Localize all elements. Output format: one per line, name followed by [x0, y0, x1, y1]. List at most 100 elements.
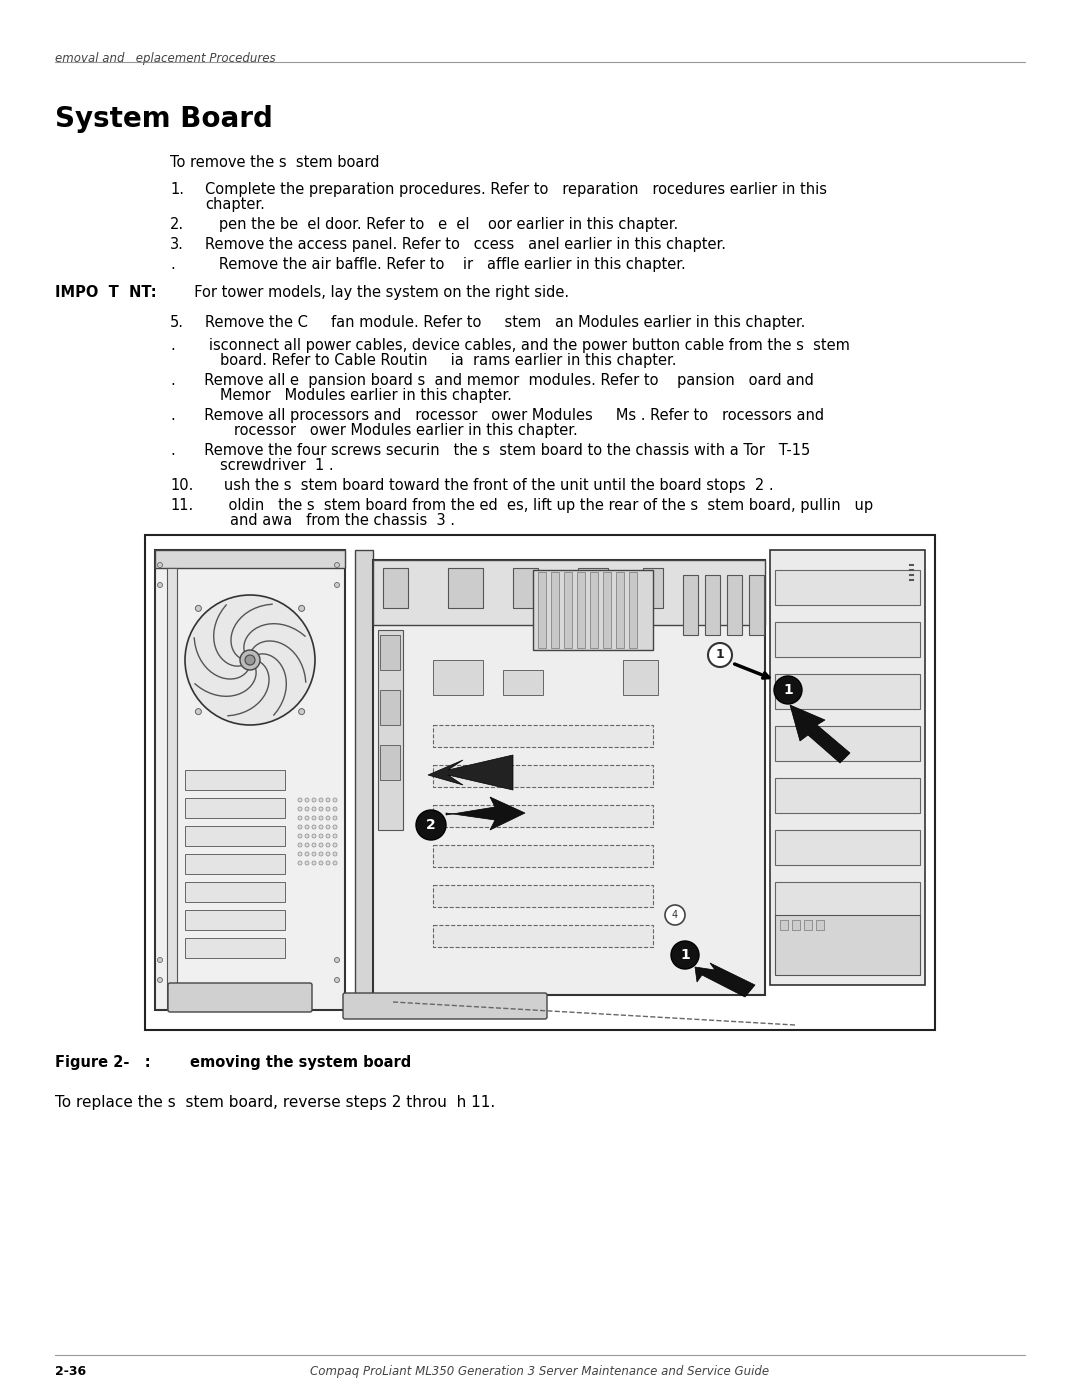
- Circle shape: [335, 583, 339, 588]
- Text: .: .: [170, 443, 175, 458]
- Text: 11.: 11.: [170, 497, 193, 513]
- Circle shape: [335, 978, 339, 982]
- Text: Remove the access panel. Refer to   ccess   anel earlier in this chapter.: Remove the access panel. Refer to ccess …: [205, 237, 726, 251]
- Text: 10.: 10.: [170, 478, 193, 493]
- Text: chapter.: chapter.: [205, 197, 265, 212]
- Circle shape: [298, 816, 302, 820]
- Bar: [578, 569, 608, 608]
- Text: screwdriver  1 .: screwdriver 1 .: [220, 458, 334, 474]
- Circle shape: [245, 655, 255, 665]
- Circle shape: [312, 852, 316, 856]
- Bar: [185, 854, 285, 875]
- Bar: [373, 560, 765, 624]
- Bar: [564, 571, 572, 648]
- Bar: [380, 690, 400, 725]
- Circle shape: [298, 798, 302, 802]
- Bar: [727, 576, 742, 636]
- Text: board. Refer to Cable Routin     ia  rams earlier in this chapter.: board. Refer to Cable Routin ia rams ear…: [220, 353, 676, 367]
- Bar: [448, 569, 483, 608]
- Bar: [705, 576, 720, 636]
- Circle shape: [305, 798, 309, 802]
- Text: To replace the s  stem board, reverse steps 2 throu  h 11.: To replace the s stem board, reverse ste…: [55, 1095, 496, 1111]
- Circle shape: [665, 905, 685, 925]
- Text: 1: 1: [680, 949, 690, 963]
- Text: Figure 2-   :: Figure 2- :: [55, 1055, 176, 1070]
- Circle shape: [312, 816, 316, 820]
- Circle shape: [774, 676, 802, 704]
- FancyBboxPatch shape: [168, 983, 312, 1011]
- Bar: [775, 570, 920, 605]
- Text: Compaq ProLiant ML350 Generation 3 Server Maintenance and Service Guide: Compaq ProLiant ML350 Generation 3 Serve…: [310, 1365, 770, 1377]
- Circle shape: [335, 957, 339, 963]
- Bar: [433, 886, 653, 907]
- Text: 1.: 1.: [170, 182, 184, 197]
- Circle shape: [335, 563, 339, 567]
- Bar: [775, 830, 920, 865]
- Text: 4: 4: [672, 909, 678, 921]
- Bar: [616, 571, 624, 648]
- Text: emoval and   eplacement Procedures: emoval and eplacement Procedures: [55, 52, 275, 66]
- Text: 3.: 3.: [170, 237, 184, 251]
- Text: IMPO  T  NT:: IMPO T NT:: [55, 285, 157, 300]
- Bar: [513, 569, 538, 608]
- Text: Remove the four screws securin   the s  stem board to the chassis with a Tor   T: Remove the four screws securin the s ste…: [195, 443, 810, 458]
- Circle shape: [333, 807, 337, 812]
- Text: For tower models, lay the system on the right side.: For tower models, lay the system on the …: [185, 285, 569, 300]
- Polygon shape: [428, 754, 513, 789]
- Circle shape: [185, 595, 315, 725]
- Bar: [775, 726, 920, 761]
- Bar: [577, 571, 585, 648]
- Polygon shape: [789, 705, 850, 763]
- Bar: [433, 805, 653, 827]
- Circle shape: [195, 708, 201, 715]
- Circle shape: [333, 852, 337, 856]
- Circle shape: [333, 798, 337, 802]
- Circle shape: [326, 816, 330, 820]
- Text: 2-36: 2-36: [55, 1365, 86, 1377]
- Circle shape: [416, 810, 446, 840]
- Bar: [373, 560, 765, 995]
- Circle shape: [305, 842, 309, 847]
- Circle shape: [319, 852, 323, 856]
- Bar: [780, 921, 788, 930]
- Bar: [503, 671, 543, 694]
- Bar: [383, 569, 408, 608]
- Circle shape: [312, 834, 316, 838]
- Circle shape: [326, 826, 330, 828]
- Text: 1: 1: [716, 648, 725, 662]
- Bar: [380, 636, 400, 671]
- Circle shape: [326, 798, 330, 802]
- Text: ush the s  stem board toward the front of the unit until the board stops  2 .: ush the s stem board toward the front of…: [210, 478, 773, 493]
- Circle shape: [158, 978, 162, 982]
- Text: .: .: [170, 257, 175, 272]
- Circle shape: [305, 834, 309, 838]
- Circle shape: [298, 708, 305, 715]
- Bar: [590, 571, 598, 648]
- Bar: [775, 778, 920, 813]
- Bar: [623, 659, 658, 694]
- Text: oldin   the s  stem board from the ed  es, lift up the rear of the s  stem board: oldin the s stem board from the ed es, l…: [210, 497, 873, 513]
- Bar: [433, 925, 653, 947]
- Circle shape: [326, 842, 330, 847]
- Circle shape: [319, 842, 323, 847]
- Bar: [378, 630, 403, 830]
- Text: 1: 1: [783, 683, 793, 697]
- Text: isconnect all power cables, device cables, and the power button cable from the s: isconnect all power cables, device cable…: [195, 338, 850, 353]
- Bar: [185, 909, 285, 930]
- Circle shape: [333, 816, 337, 820]
- Circle shape: [158, 583, 162, 588]
- Polygon shape: [696, 963, 755, 997]
- Circle shape: [319, 826, 323, 828]
- Bar: [775, 915, 920, 975]
- Circle shape: [305, 852, 309, 856]
- Circle shape: [312, 861, 316, 865]
- Bar: [804, 921, 812, 930]
- Circle shape: [326, 852, 330, 856]
- Circle shape: [333, 842, 337, 847]
- Circle shape: [298, 852, 302, 856]
- Text: 5.: 5.: [170, 314, 184, 330]
- Circle shape: [298, 605, 305, 612]
- Bar: [775, 673, 920, 710]
- Bar: [156, 550, 345, 1010]
- Bar: [433, 845, 653, 868]
